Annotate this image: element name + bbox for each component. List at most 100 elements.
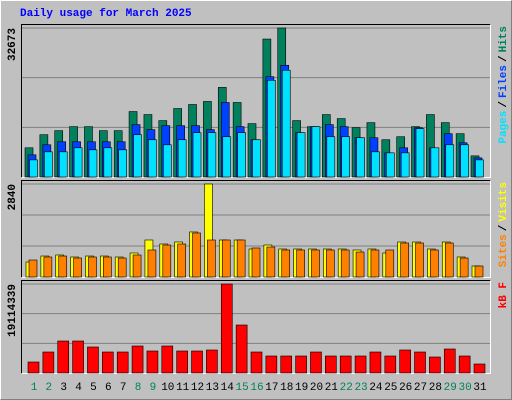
bar	[415, 128, 425, 178]
bar	[43, 256, 53, 278]
legend-entry: kB F	[498, 282, 510, 308]
x-tick-label: 5	[90, 382, 97, 394]
bar	[250, 351, 263, 374]
x-tick-label: 7	[120, 382, 127, 394]
x-tick-label: 11	[176, 382, 190, 394]
bar	[161, 345, 174, 374]
x-tick-label: 8	[135, 382, 142, 394]
bar	[44, 151, 53, 178]
bar	[475, 159, 484, 178]
bar	[102, 351, 114, 374]
bar	[430, 147, 440, 178]
bar	[176, 350, 188, 374]
x-tick-label: 20	[310, 382, 323, 394]
y-tick-label: 2840	[7, 184, 19, 210]
bar	[311, 126, 321, 178]
bar	[445, 144, 455, 178]
bar	[207, 132, 217, 178]
bar	[207, 239, 216, 278]
legend-separator: /	[498, 101, 510, 108]
bar	[88, 256, 97, 278]
bar	[399, 349, 411, 374]
bar	[356, 137, 365, 178]
bar	[177, 243, 186, 278]
x-tick-label: 19	[295, 382, 308, 394]
bar	[192, 232, 201, 278]
chart-title: Daily usage for March 2025	[20, 8, 192, 20]
legend-entry: Files	[498, 65, 510, 98]
x-tick-label: 3	[60, 382, 67, 394]
x-tick-label: 16	[250, 382, 263, 394]
x-tick-label: 29	[444, 382, 457, 394]
bar	[58, 151, 68, 178]
panel-edge-light	[21, 24, 491, 178]
bar	[281, 69, 291, 178]
bar	[430, 249, 439, 278]
bar	[191, 350, 203, 374]
bar	[474, 265, 484, 278]
x-tick-label: 13	[206, 382, 219, 394]
bar	[325, 355, 337, 374]
bar	[326, 136, 336, 178]
x-tick-label: 2	[46, 382, 53, 394]
bar	[311, 249, 320, 278]
bar	[29, 159, 38, 178]
bar	[473, 363, 486, 374]
bar	[280, 355, 293, 374]
x-tick-label: 6	[105, 382, 112, 394]
legend-entry: Hits	[498, 26, 510, 52]
bar	[58, 255, 68, 278]
bar	[117, 257, 127, 278]
panel-edge-dark	[21, 24, 491, 178]
bar	[131, 345, 144, 374]
x-tick-label: 10	[161, 382, 174, 394]
bar	[192, 132, 202, 178]
legend: Sites / Visits	[498, 182, 510, 267]
bar	[177, 139, 187, 178]
x-tick-label: 17	[265, 382, 278, 394]
y-tick-label: 32673	[7, 28, 19, 61]
panel-edge-light	[21, 180, 491, 278]
bar	[385, 249, 395, 278]
bar	[385, 152, 395, 178]
x-tick-label: 26	[399, 382, 412, 394]
bar	[341, 136, 351, 178]
bar	[370, 249, 380, 278]
x-tick-label: 9	[150, 382, 157, 394]
bar	[73, 147, 83, 178]
legend-entry: Sites	[498, 234, 510, 267]
bar	[118, 149, 127, 178]
bar	[460, 144, 469, 178]
bar	[146, 350, 159, 374]
x-tick-label: 22	[340, 382, 353, 394]
bar	[266, 246, 276, 278]
x-tick-label: 25	[384, 382, 397, 394]
bar	[221, 239, 231, 278]
bar	[222, 136, 232, 178]
panel-edge-dark	[21, 180, 491, 278]
bar	[251, 247, 261, 278]
bar	[339, 355, 352, 374]
bar	[133, 134, 142, 178]
bar	[265, 355, 278, 374]
bar	[103, 256, 112, 278]
bar	[88, 149, 98, 178]
bar	[384, 355, 397, 374]
bar	[42, 351, 55, 374]
bar	[206, 349, 218, 374]
legend-separator: /	[498, 224, 510, 231]
bar	[458, 355, 471, 374]
bar	[296, 249, 305, 278]
bar	[340, 249, 350, 278]
x-tick-label: 1	[31, 382, 38, 394]
x-tick-label: 14	[221, 382, 235, 394]
x-tick-label: 31	[473, 382, 487, 394]
bar	[369, 351, 382, 374]
bar	[116, 351, 129, 374]
panel-edge-light	[21, 280, 491, 374]
legend-entry: Pages	[498, 111, 510, 144]
bar	[57, 340, 70, 374]
bar	[296, 132, 306, 178]
bar	[220, 283, 233, 374]
bar	[429, 356, 441, 374]
